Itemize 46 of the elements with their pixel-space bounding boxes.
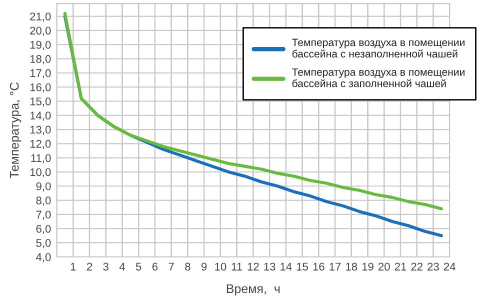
x-axis-title: Время, ч	[226, 284, 280, 296]
x-tick-label: 17	[330, 262, 341, 270]
y-axis-title: Температура, °С	[10, 82, 22, 178]
y-tick-label: 10,0	[30, 168, 51, 178]
x-tick-label: 7	[168, 262, 174, 270]
y-tick-label: 7,0	[36, 210, 51, 220]
x-tick-label: 4	[119, 262, 125, 270]
x-tick-label: 24	[444, 262, 456, 270]
x-tick-label: 3	[103, 262, 108, 271]
y-tick-label: 20,0	[30, 26, 51, 36]
y-tick-label: 17,0	[30, 69, 51, 78]
x-tick-label: 15	[296, 262, 308, 271]
x-tick-label: 14	[280, 262, 292, 270]
x-tick-label: 2	[86, 262, 92, 270]
x-tick-label: 8	[185, 262, 190, 271]
x-tick-label: 5	[136, 262, 142, 271]
x-tick-label: 20	[378, 262, 390, 271]
y-tick-label: 14,0	[30, 112, 51, 121]
y-tick-label: 16,0	[30, 83, 51, 93]
x-tick-label: 19	[362, 262, 374, 271]
x-tick-label: 21	[394, 262, 406, 270]
y-tick-label: 9,0	[36, 182, 51, 192]
x-tick-label: 16	[313, 262, 324, 271]
y-tick-label: 6,0	[36, 224, 51, 234]
y-tick-label: 5,0	[36, 238, 51, 248]
y-tick-label: 19,0	[30, 40, 51, 50]
x-tick-label: 12	[248, 262, 259, 270]
legend-label: Температура воздуха в помещении бассейна с заполненной чашей	[292, 68, 464, 88]
y-tick-label: 8,0	[36, 196, 51, 206]
x-tick-label: 18	[346, 262, 358, 271]
y-tick-label: 12,0	[30, 140, 51, 150]
y-tick-label: 15,0	[30, 97, 51, 107]
x-tick-label: 11	[232, 262, 242, 270]
x-tick-label: 6	[152, 262, 158, 271]
y-tick-label: 18,0	[30, 55, 51, 64]
x-tick-label: 13	[264, 262, 276, 271]
y-tick-label: 13,0	[30, 126, 51, 135]
x-tick-label: 10	[215, 262, 226, 271]
legend-label: Температура воздуха в помещении бассейна с незаполненной чашей	[292, 38, 464, 58]
x-tick-label: 1	[70, 262, 76, 270]
x-tick-label: 23	[428, 262, 439, 271]
x-tick-label: 9	[201, 262, 207, 271]
y-tick-label: 4,0	[36, 253, 51, 262]
x-tick-label: 22	[411, 262, 422, 270]
y-tick-label: 21,0	[30, 12, 51, 22]
y-tick-label: 11,0	[31, 154, 51, 164]
